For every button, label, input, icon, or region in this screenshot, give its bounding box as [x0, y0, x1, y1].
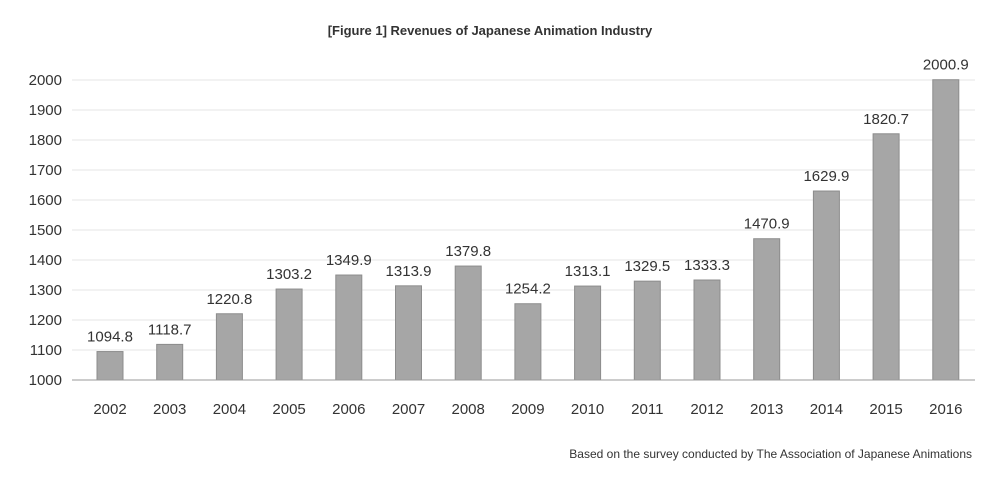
bar-2009 — [514, 303, 542, 381]
bar-2016 — [932, 79, 960, 381]
x-tick-label: 2007 — [392, 401, 425, 418]
x-tick-label: 2002 — [93, 401, 126, 418]
x-axis-ticks: 2002 2003 2004 2005 2006 2007 2008 2009 2010 2011… — [93, 401, 962, 418]
x-tick-label: 2009 — [511, 401, 544, 418]
x-tick-label: 2008 — [452, 401, 485, 418]
bar-value-label: 1254.2 — [505, 281, 551, 298]
x-tick-label: 2014 — [810, 401, 843, 418]
bar-2004 — [215, 313, 243, 381]
bar-2010 — [574, 285, 602, 381]
chart-title: [Figure 1] Revenues of Japanese Animatio… — [328, 23, 653, 38]
bar-2002 — [96, 351, 124, 381]
bar-2006 — [335, 274, 363, 381]
x-tick-label: 2010 — [571, 401, 604, 418]
bar-value-label: 1820.7 — [863, 111, 909, 128]
bar-value-label: 1220.8 — [206, 291, 252, 308]
bar-value-label: 1379.8 — [445, 243, 491, 260]
x-tick-label: 2003 — [153, 401, 186, 418]
bar-value-label: 1349.9 — [326, 252, 372, 269]
y-tick-label: 1000 — [29, 372, 62, 389]
x-tick-label: 2004 — [213, 401, 246, 418]
x-tick-label: 2015 — [869, 401, 902, 418]
y-tick-label: 1400 — [29, 252, 62, 269]
y-tick-label: 1100 — [30, 342, 62, 359]
bar-value-label: 1333.3 — [684, 257, 730, 274]
bar-2011 — [633, 280, 661, 381]
bar-value-label: 1303.2 — [266, 266, 312, 283]
y-tick-label: 1800 — [29, 132, 62, 149]
bar-2003 — [156, 343, 184, 381]
bar-2015 — [872, 133, 900, 381]
bar-2007 — [395, 285, 422, 381]
x-tick-label: 2013 — [750, 401, 783, 418]
bar-2013 — [753, 238, 781, 381]
y-tick-label: 1700 — [29, 162, 62, 179]
x-tick-label: 2006 — [332, 401, 365, 418]
y-tick-label: 1600 — [29, 192, 62, 209]
y-tick-label: 1500 — [29, 222, 62, 239]
bar-2008 — [454, 265, 482, 381]
bar-value-label: 1329.5 — [624, 258, 670, 275]
x-tick-label: 2012 — [690, 401, 723, 418]
bar-2005 — [275, 288, 303, 381]
y-tick-label: 2000 — [29, 72, 62, 89]
y-tick-label: 1200 — [29, 312, 62, 329]
bar-value-label: 1313.9 — [386, 263, 432, 280]
bar-2014 — [812, 190, 840, 381]
y-axis-ticks: 1000 1100 1200 1300 1400 1500 1600 1700 1800 1900… — [29, 72, 62, 389]
chart-footnote: Based on the survey conducted by The Ass… — [569, 447, 972, 461]
bar-value-label: 1313.1 — [565, 263, 611, 280]
y-tick-label: 1900 — [29, 102, 62, 119]
bar-2012 — [693, 279, 721, 381]
bar-value-label: 2000.9 — [923, 57, 969, 74]
bar-value-label: 1118.7 — [148, 321, 192, 338]
x-tick-label: 2016 — [929, 401, 962, 418]
x-tick-label: 2005 — [272, 401, 305, 418]
x-tick-label: 2011 — [631, 401, 663, 418]
value-labels: 1094.8 1118.7 1220.8 1303.2 1349.9 1313.9 1379… — [87, 57, 969, 346]
bar-value-label: 1629.9 — [803, 168, 849, 185]
bar-value-label: 1094.8 — [87, 329, 133, 346]
y-tick-label: 1300 — [29, 282, 62, 299]
bar-value-label: 1470.9 — [744, 216, 790, 233]
